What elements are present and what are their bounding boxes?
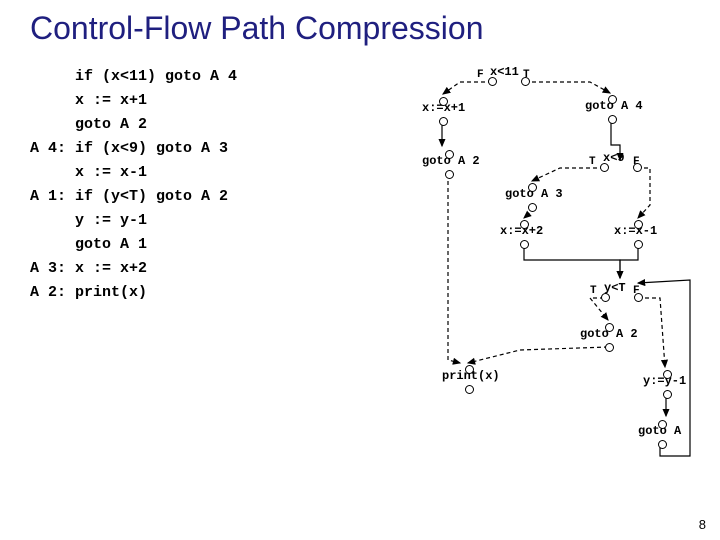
node-port [439,117,448,126]
code-line: x := x+1 [30,89,237,113]
code-line: A 3: x := x+2 [30,257,237,281]
node-port [445,170,454,179]
node-port [634,240,643,249]
branch-label: T [523,69,530,81]
code-line: goto A 2 [30,113,237,137]
code-line: A 1: if (y<T) goto A 2 [30,185,237,209]
node-port [465,365,474,374]
node-port [663,370,672,379]
code-line: A 4: if (x<9) goto A 3 [30,137,237,161]
node-port [488,77,497,86]
node-port [634,220,643,229]
code-line: y := y-1 [30,209,237,233]
branch-label: F [633,156,640,168]
node-port [600,163,609,172]
slide-title: Control-Flow Path Compression [30,10,484,47]
flowchart-diagram: x<11x:=x+1goto A 4goto A 2x<9goto A 3x:=… [360,60,720,500]
node-port [465,385,474,394]
code-listing: if (x<11) goto A 4 x := x+1 goto A 2 A 4… [30,65,237,305]
node-port [608,115,617,124]
node-port [658,440,667,449]
node-port [439,97,448,106]
node-port [528,183,537,192]
node-port [605,343,614,352]
branch-label: T [590,285,597,297]
node-port [608,95,617,104]
branch-label: F [633,285,640,297]
node-port [520,220,529,229]
node-port [663,390,672,399]
page-number: 8 [699,517,706,532]
code-line: A 2: print(x) [30,281,237,305]
node-port [445,150,454,159]
node-port [528,203,537,212]
branch-label: T [589,156,596,168]
node-port [520,240,529,249]
node-port [658,420,667,429]
branch-label: F [477,69,484,81]
code-line: x := x-1 [30,161,237,185]
node-port [601,293,610,302]
code-line: goto A 1 [30,233,237,257]
node-port [605,323,614,332]
code-line: if (x<11) goto A 4 [30,65,237,89]
